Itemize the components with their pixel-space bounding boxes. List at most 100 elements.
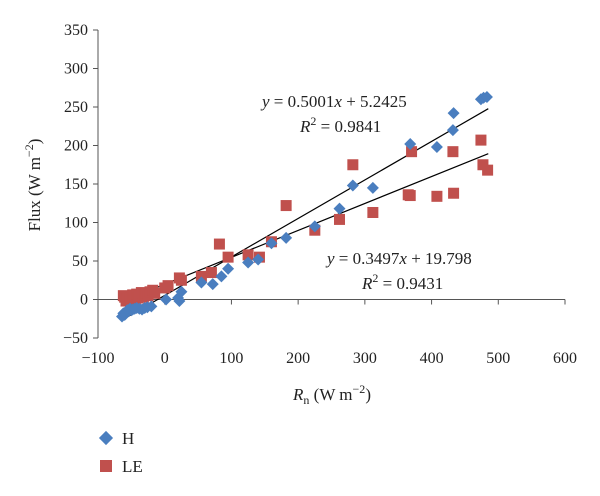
equation-le-y: y [325, 249, 335, 268]
y-tick-label: 250 [64, 99, 88, 116]
y-tick-label: 100 [64, 215, 88, 232]
h-point [175, 285, 188, 298]
h-point [252, 253, 265, 266]
equation-le-x: x [398, 249, 407, 268]
y-tick-label: 0 [80, 292, 88, 309]
series-h-points [116, 90, 493, 323]
h-point [206, 278, 219, 291]
le-point [222, 251, 234, 263]
x-axis-title-close: ) [365, 385, 371, 404]
x-axis-title-sub: n [303, 393, 309, 407]
h-point [333, 202, 346, 215]
legend-item-h: H [98, 429, 134, 448]
x-axis-title-main: R [292, 385, 304, 404]
h-point [480, 90, 493, 103]
equation-h-intercept: + 5.2425 [342, 92, 407, 111]
le-point [447, 146, 459, 158]
equation-h: y = 0.5001x + 5.2425 R2 = 0.9841 [260, 92, 407, 136]
x-axis-title-unit: (W m [309, 385, 352, 404]
h-point [308, 220, 321, 233]
h-point [173, 295, 186, 308]
h-point [280, 231, 293, 244]
le-point [406, 146, 418, 158]
equation-h-y: y [260, 92, 270, 111]
y-tick-labels: −50 0 50 100 150 200 250 300 350 [63, 22, 98, 347]
equation-le: y = 0.3497x + 19.798 R2 = 0.9431 [325, 249, 472, 293]
h-point [242, 256, 255, 269]
h-point [222, 262, 235, 275]
h-point [404, 137, 417, 150]
x-tick-label: 200 [286, 350, 310, 367]
le-point [280, 200, 292, 212]
equation-le-intercept: + 19.798 [407, 249, 472, 268]
legend: H LE [98, 429, 143, 476]
le-point [482, 164, 494, 176]
h-point [447, 107, 460, 120]
y-axis-title-main: Flux [25, 200, 44, 232]
legend-le-label: LE [122, 457, 143, 476]
equation-le-line: y = 0.3497x + 19.798 [325, 249, 472, 268]
equation-h-r2-r: R [299, 117, 311, 136]
h-point [346, 179, 359, 192]
le-point [448, 187, 460, 199]
le-point [205, 267, 217, 279]
h-point [195, 276, 208, 289]
equation-le-r2-sup: 2 [372, 271, 378, 285]
le-point [404, 190, 416, 202]
y-tick-label: 150 [64, 176, 88, 193]
x-tick-label: 100 [219, 350, 243, 367]
y-tick-label: 50 [72, 253, 88, 270]
x-axis-title: Rn (W m−2) [292, 382, 371, 407]
h-point [145, 300, 158, 313]
equation-le-slope: = 0.3497 [335, 249, 400, 268]
h-point [366, 181, 379, 194]
x-tick-label: 600 [553, 350, 577, 367]
equation-h-slope: = 0.5001 [270, 92, 335, 111]
le-point [213, 238, 225, 250]
le-point [367, 206, 379, 218]
le-point [431, 190, 443, 202]
y-tick-label: −50 [63, 330, 88, 347]
x-tick-label: 400 [420, 350, 444, 367]
y-axis-title-sup: −2 [22, 144, 36, 157]
x-tick-label: 0 [161, 350, 169, 367]
y-axis-title: Flux (W m−2) [22, 139, 44, 232]
legend-h-marker [98, 430, 114, 446]
x-tick-labels: −100 0 100 200 300 400 500 600 [81, 299, 577, 367]
le-point [162, 280, 174, 292]
le-point [334, 213, 346, 225]
equation-h-x: x [333, 92, 342, 111]
h-point [215, 270, 228, 283]
le-point [195, 270, 207, 282]
series-le-points [117, 134, 494, 307]
le-point [175, 274, 187, 286]
equation-h-r2: R2 = 0.9841 [299, 114, 381, 136]
y-axis-title-close: ) [25, 139, 44, 145]
x-tick-label: −100 [81, 350, 114, 367]
x-tick-label: 500 [486, 350, 510, 367]
legend-le-marker [100, 460, 112, 472]
x-tick-label: 300 [353, 350, 377, 367]
equation-le-r2: R2 = 0.9431 [361, 271, 443, 293]
le-point [242, 249, 254, 261]
equation-h-r2-sup: 2 [310, 114, 316, 128]
equation-le-r2-r: R [361, 274, 373, 293]
y-tick-label: 200 [64, 138, 88, 155]
equation-le-r2-value: = 0.9431 [378, 274, 443, 293]
h-point [446, 124, 459, 137]
equation-h-r2-value: = 0.9841 [316, 117, 381, 136]
x-axis-title-sup: −2 [353, 382, 366, 396]
le-point [475, 134, 487, 146]
h-point [160, 293, 173, 306]
y-tick-label: 350 [64, 22, 88, 39]
le-point [149, 287, 161, 299]
legend-h-label: H [122, 429, 134, 448]
legend-item-le: LE [100, 457, 143, 476]
h-point [265, 237, 278, 250]
equation-h-line: y = 0.5001x + 5.2425 [260, 92, 407, 111]
y-axis-title-unit: (W m [25, 157, 44, 200]
y-tick-label: 300 [64, 61, 88, 78]
h-point [430, 141, 443, 154]
le-point [347, 159, 359, 171]
